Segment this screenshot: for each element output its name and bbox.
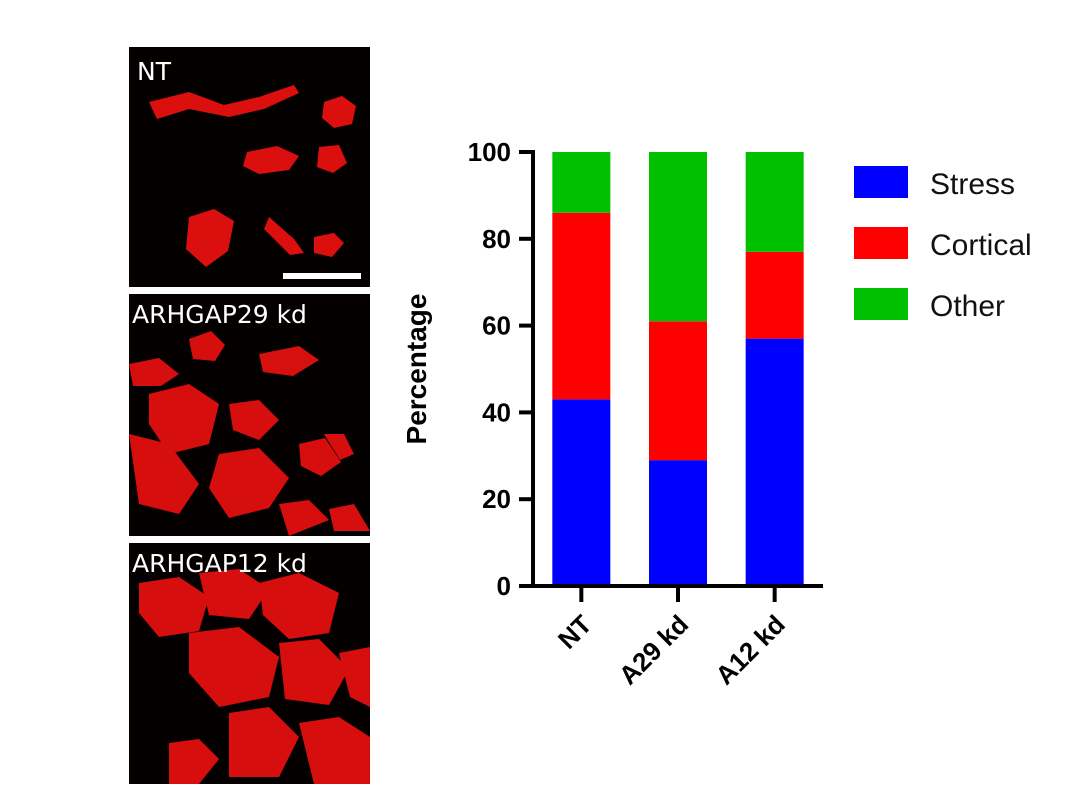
x-tick-label: NT — [552, 609, 598, 655]
micrograph-arhgap29: ARHGAP29 kd — [129, 294, 370, 536]
scale-bar — [283, 273, 361, 279]
stacked-bar-chart: 0 20 40 60 80 100 NT A29 kd A12 kd Percentage Stre… — [401, 137, 1032, 691]
x-tick-label: A29 kd — [613, 609, 695, 691]
bar-other-2 — [649, 152, 707, 322]
y-tick-label: 100 — [468, 137, 511, 167]
y-tick-label: 0 — [497, 571, 511, 601]
bar-cortical-2 — [649, 321, 707, 461]
legend-label-other: Other — [930, 290, 1005, 323]
legend-swatch-cortical — [854, 227, 908, 259]
micrograph-nt: NT — [129, 47, 370, 287]
bar-stress-2 — [649, 460, 707, 586]
x-tick-label: A12 kd — [709, 609, 791, 691]
bar-stress-1 — [552, 399, 611, 586]
legend-swatch-other — [854, 288, 908, 320]
micrograph-arhgap12: ARHGAP12 kd — [129, 543, 370, 784]
cell-image-arhgap29 — [129, 331, 370, 536]
y-axis-title: Percentage — [401, 294, 432, 445]
legend-label-cortical: Cortical — [930, 229, 1032, 262]
legend-swatch-stress — [854, 166, 908, 198]
bar-cortical-3 — [745, 251, 804, 339]
legend-label-stress: Stress — [930, 168, 1015, 201]
bar-other-1 — [552, 152, 611, 213]
panel-label-arhgap12: ARHGAP12 kd — [132, 549, 307, 578]
bar-cortical-1 — [552, 212, 611, 400]
panel-label-arhgap29: ARHGAP29 kd — [132, 300, 307, 329]
bar-stress-3 — [745, 338, 804, 586]
y-tick-label: 20 — [482, 484, 511, 514]
cell-image-arhgap12 — [139, 569, 370, 784]
y-tick-label: 40 — [482, 397, 511, 427]
cell-image-nt — [149, 85, 356, 267]
panel-label-nt: NT — [137, 57, 171, 86]
bar-other-3 — [745, 152, 804, 252]
y-tick-label: 80 — [482, 224, 511, 254]
y-tick-label: 60 — [482, 311, 511, 341]
